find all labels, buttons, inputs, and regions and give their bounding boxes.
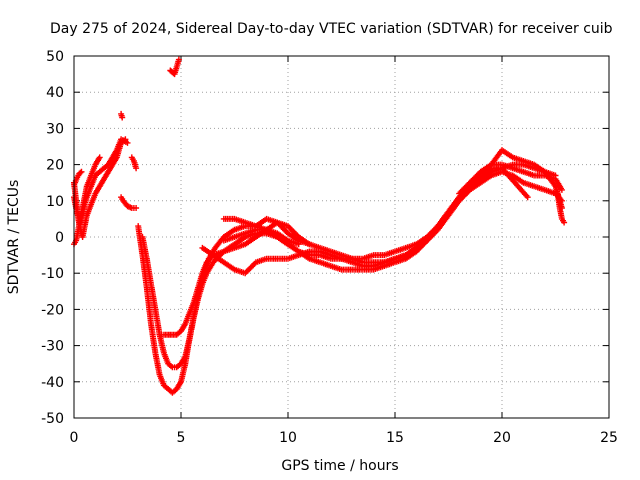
grid-lines bbox=[74, 56, 609, 418]
x-tick-label: 25 bbox=[600, 430, 618, 446]
data-marks bbox=[71, 56, 568, 396]
plus-marker bbox=[561, 219, 568, 226]
y-tick-label: -30 bbox=[41, 339, 64, 355]
series-track-14 bbox=[220, 226, 302, 248]
y-tick-label: 40 bbox=[46, 85, 64, 101]
plus-marker bbox=[295, 241, 302, 248]
series-track-8 bbox=[167, 56, 182, 78]
series-track-17 bbox=[554, 190, 568, 226]
x-tick-label: 15 bbox=[386, 430, 404, 446]
x-axis-label: GPS time / hours bbox=[281, 458, 398, 474]
chart-title: Day 275 of 2024, Sidereal Day-to-day VTE… bbox=[50, 21, 613, 37]
plus-marker bbox=[413, 248, 420, 255]
plus-marker bbox=[78, 168, 85, 175]
x-tick-label: 0 bbox=[70, 430, 79, 446]
y-tick-label: -40 bbox=[41, 375, 64, 391]
plus-marker bbox=[558, 186, 565, 193]
series-track-12 bbox=[199, 244, 420, 277]
series-track-6 bbox=[128, 154, 140, 172]
plus-marker bbox=[124, 139, 131, 146]
y-tick-label: 50 bbox=[46, 49, 64, 65]
plus-marker bbox=[524, 194, 531, 201]
plus-marker bbox=[96, 154, 103, 161]
plus-marker bbox=[306, 241, 313, 248]
plot-frame bbox=[73, 55, 610, 419]
plus-marker bbox=[77, 169, 84, 176]
y-tick-label: -20 bbox=[41, 302, 64, 318]
series-track-5 bbox=[118, 194, 140, 211]
y-axis-label: SDTVAR / TECUs bbox=[6, 180, 22, 295]
y-tick-label: 20 bbox=[46, 158, 64, 174]
y-tick-label: 30 bbox=[46, 121, 64, 137]
y-tick-label: -50 bbox=[41, 411, 64, 427]
y-tick-label: -10 bbox=[41, 266, 64, 282]
plus-marker bbox=[133, 205, 140, 211]
y-tick-label: 0 bbox=[55, 230, 64, 246]
series-track-16 bbox=[477, 165, 531, 201]
x-tick-label: 20 bbox=[493, 430, 511, 446]
series-track-3 bbox=[71, 154, 103, 248]
x-tick-label: 10 bbox=[279, 430, 297, 446]
plus-marker bbox=[552, 172, 559, 179]
plus-marker bbox=[175, 56, 182, 63]
series-track-7 bbox=[118, 110, 126, 121]
y-tick-label: 10 bbox=[46, 194, 64, 210]
x-tick-label: 5 bbox=[177, 430, 186, 446]
plus-marker bbox=[133, 165, 140, 172]
plus-marker bbox=[119, 114, 126, 121]
series-track-13 bbox=[220, 215, 313, 248]
tick-labels: 0 5 10 15 20 25 -50 -40 -30 -20 -10 0 10 20 30 40 50 bbox=[41, 49, 618, 446]
